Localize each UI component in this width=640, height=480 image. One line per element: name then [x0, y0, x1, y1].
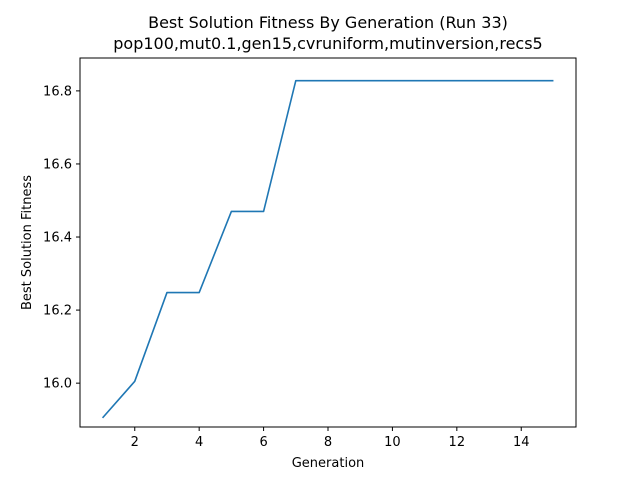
x-tick-label: 12	[449, 435, 466, 450]
x-tick-label: 10	[384, 435, 401, 450]
y-tick-label: 16.4	[43, 231, 72, 246]
y-tick-label: 16.0	[43, 377, 72, 392]
y-tick-label: 16.2	[43, 304, 72, 319]
x-tick-label: 4	[195, 435, 203, 450]
chart-subtitle: pop100,mut0.1,gen15,cvruniform,mutinvers…	[113, 34, 542, 53]
x-tick-label: 6	[259, 435, 267, 450]
plot-area-frame	[79, 57, 577, 428]
chart-title: Best Solution Fitness By Generation (Run…	[148, 13, 508, 32]
y-tick-label: 16.6	[43, 157, 72, 172]
plot-series	[101, 79, 554, 419]
x-tick-label: 2	[131, 435, 139, 450]
x-axis-label: Generation	[292, 456, 365, 471]
x-tick-label: 8	[324, 435, 332, 450]
y-axis-label: Best Solution Fitness	[20, 175, 35, 310]
x-axis-ticks: 2 4 6 8 10 12 14	[131, 427, 530, 450]
y-axis-ticks: 16.0 16.2 16.4 16.6 16.8	[43, 84, 80, 392]
x-tick-label: 14	[513, 435, 530, 450]
y-tick-label: 16.8	[43, 84, 72, 99]
series-line	[101, 79, 554, 419]
